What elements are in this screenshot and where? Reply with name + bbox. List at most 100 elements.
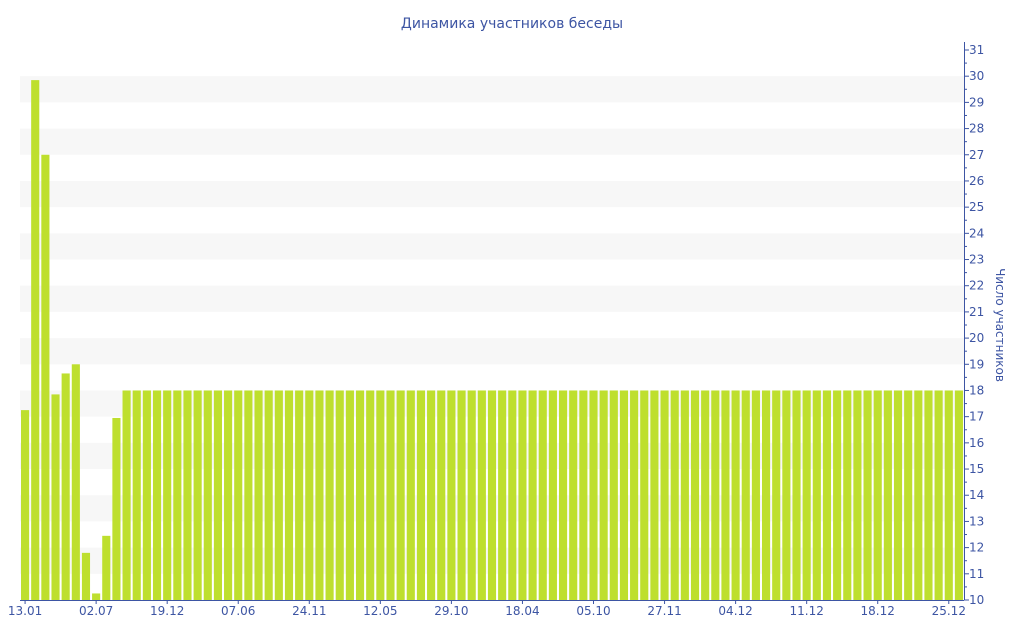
y-tick-label: 20 (969, 331, 984, 345)
bar (244, 390, 253, 600)
y-tick-label: 29 (969, 95, 984, 109)
y-tick-label: 31 (969, 43, 984, 57)
y-tick-label: 17 (969, 410, 984, 424)
bar (883, 390, 892, 600)
bar (630, 390, 639, 600)
bar (863, 390, 872, 600)
bar (274, 390, 283, 600)
bar (447, 390, 456, 600)
y-tick-label: 13 (969, 514, 984, 528)
bar (599, 390, 608, 600)
bar (873, 390, 882, 600)
y-tick-label: 26 (969, 174, 984, 188)
bar (843, 390, 852, 600)
x-tick-label: 11.12 (789, 604, 823, 618)
y-tick-label: 22 (969, 279, 984, 293)
bar (680, 390, 689, 600)
x-tick-label: 25.12 (932, 604, 966, 618)
x-tick-label: 27.11 (647, 604, 681, 618)
x-tick-label: 07.06 (221, 604, 255, 618)
grid-band (20, 180, 964, 208)
x-tick-label: 04.12 (718, 604, 752, 618)
bar (173, 390, 182, 600)
bar (163, 390, 172, 600)
bar (264, 390, 273, 600)
bar (650, 390, 659, 600)
x-tick-label: 24.11 (292, 604, 326, 618)
y-tick-label: 12 (969, 541, 984, 555)
bar (416, 390, 426, 600)
y-tick-label: 27 (969, 148, 984, 162)
bar (498, 390, 507, 600)
x-tick-label: 05.10 (576, 604, 610, 618)
grid-band (20, 338, 964, 365)
bar (731, 390, 740, 600)
x-tick-label: 12.05 (363, 604, 397, 618)
bar (284, 390, 294, 600)
y-tick-label: 28 (969, 122, 984, 136)
x-tick-label: 13.01 (8, 604, 42, 618)
bar (528, 390, 537, 600)
bar (376, 390, 385, 600)
y-axis-label: Число участников (993, 268, 1007, 382)
bar (904, 390, 913, 600)
bar (477, 390, 486, 600)
y-tick-label: 18 (969, 383, 984, 397)
bar (31, 80, 40, 601)
bar (558, 390, 568, 600)
bar (792, 390, 801, 600)
x-tick-label: 18.12 (861, 604, 895, 618)
bar (427, 390, 436, 600)
axes: 10 11 12 13 14 15 16 17 18 19 20 21 22 23 24 25 26 27 28 29… (8, 42, 984, 618)
y-tick-label: 16 (969, 436, 984, 450)
x-tick-label: 29.10 (434, 604, 468, 618)
bar (396, 390, 405, 600)
chart-title: Динамика участников беседы (401, 16, 623, 32)
bar (741, 390, 750, 600)
y-tick-label: 30 (969, 69, 984, 83)
bar (457, 390, 466, 600)
grid-band (20, 233, 964, 260)
bar (619, 390, 629, 600)
bar (305, 390, 314, 600)
bar (609, 390, 618, 600)
bar (954, 390, 963, 600)
bar (335, 390, 344, 600)
bar (914, 390, 923, 600)
y-tick-label: 25 (969, 200, 984, 214)
x-tick-label: 02.07 (79, 604, 113, 618)
bar (51, 394, 60, 600)
bar (61, 373, 70, 600)
bar (437, 390, 446, 600)
y-tick-label: 14 (969, 488, 984, 502)
bar (853, 390, 862, 600)
bar (142, 390, 151, 600)
bar (315, 390, 324, 600)
bar (224, 390, 233, 600)
bar (92, 593, 101, 600)
bar (112, 417, 121, 600)
bar (812, 390, 821, 600)
bar (924, 390, 933, 600)
bar (71, 364, 80, 600)
bar (234, 390, 243, 600)
grid-band (20, 128, 964, 155)
bar (721, 390, 730, 600)
y-tick-label: 10 (969, 593, 984, 607)
grid-band (20, 285, 964, 312)
bar (355, 390, 365, 600)
bar (122, 390, 131, 600)
bar (254, 390, 263, 600)
bar (711, 390, 720, 600)
y-tick-label: 15 (969, 462, 984, 476)
bar (21, 410, 30, 600)
bar (589, 390, 598, 600)
bar (295, 390, 304, 600)
bar (102, 535, 111, 600)
x-tick-label: 19.12 (150, 604, 184, 618)
bar (822, 390, 832, 600)
bar (802, 390, 811, 600)
bar (518, 390, 527, 600)
bar (538, 390, 547, 600)
